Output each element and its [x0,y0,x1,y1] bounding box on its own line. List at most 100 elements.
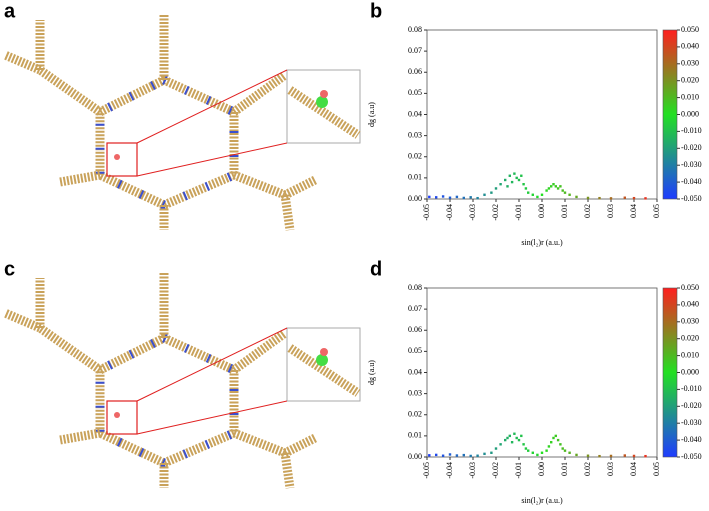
point [563,191,567,194]
point [527,191,530,194]
point [552,183,555,186]
point [494,187,498,190]
point [559,443,562,446]
point [547,187,551,190]
x-tick-label: 0.04 [629,462,638,476]
point [556,438,560,442]
x-tick-label: 0.05 [652,204,661,218]
point [563,449,567,452]
y-tick-label: 0.04 [408,367,422,376]
point [556,187,560,190]
y-tick-label: 0.06 [408,325,422,334]
y-tick-label: 0.04 [408,109,422,118]
point [490,451,493,454]
point [441,454,445,457]
x-tick-label: -0.01 [514,462,523,479]
point [550,441,553,444]
colorbar-tick-label: -0.030 [681,418,702,427]
plot-frame [426,29,658,200]
point [476,454,479,457]
point [515,436,518,440]
point [428,195,431,199]
point [547,445,551,448]
x-tick-label: 0.01 [560,204,569,218]
point [428,454,431,457]
point [531,451,534,454]
x-tick-label: -0.01 [514,204,523,221]
point [632,196,636,200]
point [508,174,511,177]
point [586,454,590,457]
point [561,189,564,192]
point [559,185,562,188]
point [552,436,555,440]
point [609,454,613,458]
y-axis-label: dg (a.u) [367,360,376,385]
point [520,174,523,177]
point [598,454,601,458]
y-tick-label: 0.03 [408,130,422,139]
point [524,187,528,190]
point [513,432,516,435]
colorbar-tick-label: 0.000 [681,109,699,118]
x-tick-label: 0.03 [606,462,615,476]
point [504,438,507,442]
point [483,452,486,456]
colorbar-tick-label: 0.010 [681,92,699,101]
x-tick-label: -0.04 [445,462,454,479]
colorbar-tick-label: 0.040 [681,42,699,51]
point [448,453,452,456]
y-tick-label: 0.02 [408,410,422,419]
point [483,193,486,196]
x-axis-label: sin(l₂)r (a.u.) [521,238,563,247]
point [504,178,507,182]
colorbar [662,287,678,458]
x-tick-label: -0.03 [468,204,477,221]
colorbar-tick-label: -0.010 [681,384,702,393]
point [441,195,445,198]
point [644,197,647,200]
x-tick-label: 0.03 [606,204,615,218]
colorbar-tick-label: -0.030 [681,160,702,169]
point [545,449,548,452]
point [506,436,509,440]
x-tick-label: 0.01 [560,462,569,476]
point [524,447,528,450]
point [490,191,493,194]
point [517,438,521,442]
colorbar-tick-label: 0.020 [681,76,699,85]
y-tick-label: 0.06 [408,67,422,76]
point [510,180,514,184]
point [462,453,465,457]
y-tick-label: 0.05 [408,88,422,97]
point [517,178,521,182]
point [550,185,553,188]
x-tick-label: 0.04 [629,204,638,218]
point [531,193,534,196]
point [499,443,502,446]
plot-frame [426,287,658,458]
colorbar-tick-label: 0.010 [681,350,699,359]
point [510,441,514,444]
point [448,196,452,199]
y-tick-label: 0.03 [408,388,422,397]
point [494,447,498,450]
point [536,195,539,199]
point [623,196,626,199]
colorbar-tick-label: -0.050 [681,452,702,461]
colorbar-tick-label: -0.050 [681,194,702,203]
point [540,451,544,454]
x-tick-label: -0.05 [422,462,431,479]
point [462,196,465,200]
x-tick-label: 0.00 [537,204,546,218]
colorbar [662,29,678,200]
point [455,454,459,457]
point [623,454,626,457]
colorbar-tick-label: 0.030 [681,317,699,326]
point [575,453,578,457]
point [499,183,502,186]
y-tick-label: 0.08 [408,283,422,292]
panel-label: b [370,0,382,22]
point [554,185,557,188]
point [435,196,438,199]
